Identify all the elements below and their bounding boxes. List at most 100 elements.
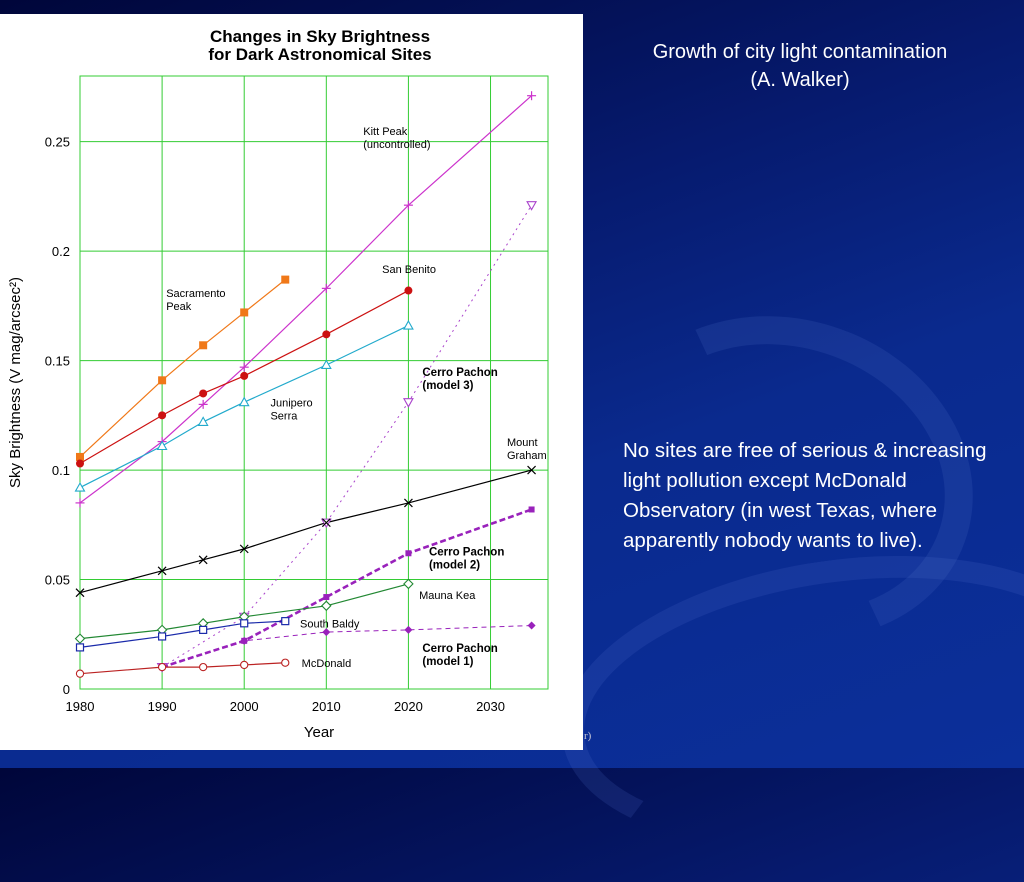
chart-panel: Changes in Sky Brightness for Dark Astron… xyxy=(0,14,583,750)
x-tick-label: 1980 xyxy=(66,699,95,714)
x-axis-title: Year xyxy=(304,724,334,741)
series-line xyxy=(79,620,286,648)
data-point xyxy=(75,498,85,508)
data-point xyxy=(199,341,208,350)
data-point xyxy=(197,416,209,426)
data-point xyxy=(320,359,332,370)
data-point xyxy=(402,319,414,330)
series-label: Sacramento xyxy=(166,288,225,300)
data-point xyxy=(74,481,86,492)
series-line xyxy=(79,325,409,489)
data-point xyxy=(198,399,208,409)
data-point xyxy=(74,633,86,644)
data-point xyxy=(404,286,413,295)
data-point xyxy=(158,411,167,420)
series-label: Junipero xyxy=(270,398,312,410)
x-tick-label: 2010 xyxy=(312,699,341,714)
chart-title: Changes in Sky Brightness xyxy=(210,27,430,46)
y-tick-label: 0.2 xyxy=(52,244,70,259)
series-label: (model 2) xyxy=(429,559,480,571)
data-point xyxy=(75,643,85,652)
data-point xyxy=(321,283,331,293)
data-point xyxy=(528,506,535,513)
series-line xyxy=(79,662,286,675)
slide-note: No sites are free of serious & increasin… xyxy=(623,439,987,552)
x-tick-label: 2030 xyxy=(476,699,505,714)
series-label: Graham xyxy=(507,450,547,462)
series-label: Cerro Pachon xyxy=(422,367,497,379)
series-line xyxy=(79,583,409,640)
series-label: Peak xyxy=(166,301,192,313)
data-point xyxy=(402,398,414,408)
data-point xyxy=(199,662,208,672)
series-label: Cerro Pachon xyxy=(429,546,504,558)
x-tick-label: 2000 xyxy=(230,699,259,714)
slide-title: Growth of city light contamination (A. W… xyxy=(652,41,948,91)
data-point xyxy=(321,600,332,612)
series-label: McDonald xyxy=(302,658,352,670)
series-label: (model 3) xyxy=(422,380,473,392)
x-tick-label: 1990 xyxy=(148,699,177,714)
data-point xyxy=(321,518,331,528)
stray-text: r) xyxy=(584,730,592,742)
series-line xyxy=(79,95,532,504)
y-tick-label: 0.05 xyxy=(45,573,70,588)
data-point xyxy=(322,330,331,339)
data-point xyxy=(76,452,84,461)
data-point xyxy=(158,376,167,385)
y-tick-label: 0.1 xyxy=(52,463,70,478)
x-tick-label: 2020 xyxy=(394,699,423,714)
data-point xyxy=(198,555,208,565)
y-tick-label: 0.15 xyxy=(45,354,70,369)
chart-title: for Dark Astronomical Sites xyxy=(208,45,431,64)
data-point xyxy=(75,669,85,678)
data-point xyxy=(240,308,249,317)
data-point xyxy=(527,621,536,630)
data-point xyxy=(527,465,537,475)
data-point xyxy=(199,625,208,634)
data-point xyxy=(240,636,249,645)
data-point xyxy=(239,544,249,554)
series-label: Kitt Peak xyxy=(363,126,408,138)
data-point xyxy=(240,371,249,380)
data-point xyxy=(404,625,413,634)
series-line xyxy=(79,290,409,465)
series-line xyxy=(79,469,532,594)
series-line xyxy=(161,625,532,668)
data-point xyxy=(403,498,413,508)
data-point xyxy=(403,578,414,590)
data-point xyxy=(281,658,290,667)
data-point xyxy=(240,619,249,628)
data-point xyxy=(281,275,290,284)
data-point xyxy=(526,201,538,211)
series-label: San Benito xyxy=(382,264,436,276)
data-point xyxy=(238,396,250,407)
series-label: Mauna Kea xyxy=(419,590,476,602)
series-line xyxy=(161,204,533,668)
data-point xyxy=(322,628,331,637)
series-label: Mount xyxy=(507,437,538,449)
data-point xyxy=(76,459,84,468)
y-tick-label: 0.25 xyxy=(45,135,70,150)
data-point xyxy=(403,200,413,210)
data-point xyxy=(240,660,249,670)
data-point xyxy=(75,588,85,598)
data-point xyxy=(157,662,167,672)
series-label: (model 1) xyxy=(422,656,473,668)
series-label: Serra xyxy=(270,411,298,423)
series-label: South Baldy xyxy=(300,619,360,631)
y-tick-label: 0 xyxy=(63,682,70,697)
data-point xyxy=(156,440,168,451)
data-point xyxy=(158,632,167,641)
plot-frame xyxy=(79,75,549,690)
series-label: (uncontrolled) xyxy=(363,139,430,151)
y-axis-title: Sky Brightness (V mag/arcsec²) xyxy=(7,277,24,488)
background-swoosh xyxy=(542,522,1024,882)
data-point xyxy=(527,91,537,101)
data-point xyxy=(323,594,330,601)
data-point xyxy=(281,617,290,626)
data-point xyxy=(239,362,249,372)
series-label: Cerro Pachon xyxy=(422,643,497,655)
data-point xyxy=(199,389,208,398)
